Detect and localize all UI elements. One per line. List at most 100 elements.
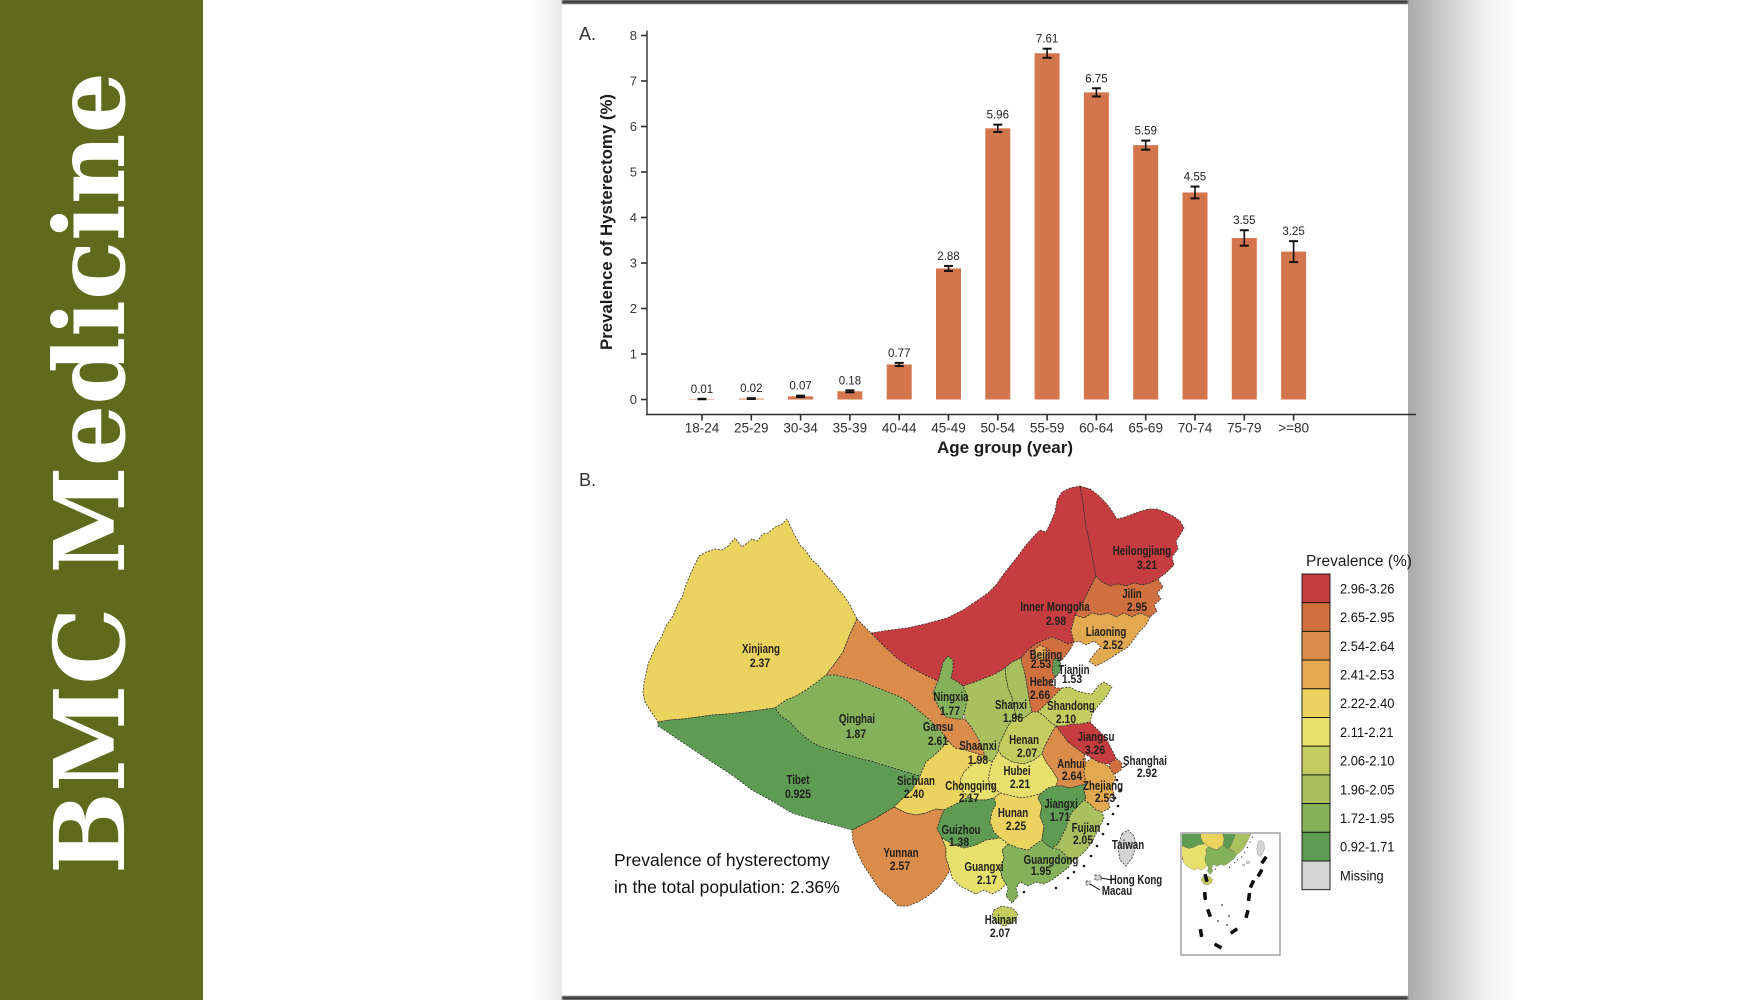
china-map-panel-b: B. Xinjiang 2.37 Tibet 0.925 Qinghai 1.87 Gansu… bbox=[579, 470, 1412, 956]
value-hainan: 2.07 bbox=[990, 928, 1010, 940]
label-beijing: Beijing bbox=[1030, 648, 1063, 662]
x-tick-label: 18-24 bbox=[685, 421, 720, 436]
province-hong-kong bbox=[1094, 874, 1102, 881]
province-beijing bbox=[1033, 644, 1049, 661]
map-legend-title: Prevalence (%) bbox=[1306, 553, 1412, 570]
value-shanxi: 1.96 bbox=[1003, 713, 1023, 725]
value-yunnan: 2.57 bbox=[890, 861, 910, 873]
legend-swatch-4 bbox=[1301, 688, 1331, 718]
coastal-islet bbox=[1116, 804, 1120, 808]
nine-dash-segment bbox=[1230, 927, 1238, 935]
bar-value-label: 3.55 bbox=[1233, 215, 1255, 227]
value-gansu: 2.61 bbox=[928, 736, 949, 748]
label-macau: Macau bbox=[1102, 884, 1132, 898]
province-fujian bbox=[1051, 799, 1105, 862]
value-beijing: 2.53 bbox=[1031, 659, 1051, 671]
value-liaoning: 2.52 bbox=[1103, 640, 1123, 652]
legend-label-1: 2.65-2.95 bbox=[1340, 609, 1395, 625]
value-hunan: 2.25 bbox=[1006, 821, 1027, 833]
legend-label-9: 0.92-1.71 bbox=[1340, 839, 1395, 855]
x-tick-label: 75-79 bbox=[1227, 421, 1262, 436]
value-zhejiang: 2.53 bbox=[1095, 793, 1115, 805]
nine-dash-segment bbox=[1213, 942, 1223, 950]
value-sichuan: 2.40 bbox=[904, 789, 924, 801]
province-tianjin bbox=[1051, 657, 1062, 678]
legend-swatch-3 bbox=[1301, 659, 1331, 690]
inset-islet bbox=[1217, 920, 1219, 922]
coastal-islet bbox=[1115, 778, 1119, 782]
nine-dash-segment bbox=[1198, 928, 1204, 938]
label-yunnan: Yunnan bbox=[883, 846, 918, 860]
x-tick-label: 35-39 bbox=[833, 421, 868, 436]
bar-value-label: 7.61 bbox=[1036, 34, 1058, 46]
label-tianjin: Tianjin bbox=[1058, 663, 1089, 677]
province-taiwan bbox=[1117, 829, 1137, 867]
label-chongqing: Chongqing bbox=[945, 779, 996, 793]
province-jilin bbox=[1074, 575, 1164, 619]
y-tick-label: 0 bbox=[630, 392, 637, 407]
label-jiangsu: Jiangsu bbox=[1078, 730, 1115, 744]
x-tick-label: 30-34 bbox=[783, 421, 818, 436]
legend-swatch-7 bbox=[1301, 774, 1331, 805]
value-inner-mongolia: 2.98 bbox=[1046, 616, 1067, 628]
label-hebei: Hebei bbox=[1030, 675, 1057, 689]
legend-label-6: 2.06-2.10 bbox=[1340, 753, 1395, 769]
y-tick-label: 5 bbox=[630, 165, 637, 180]
bar-value-label: 2.88 bbox=[937, 251, 959, 263]
coastal-islet bbox=[1089, 854, 1093, 858]
legend-label-5: 2.11-2.21 bbox=[1340, 724, 1394, 740]
nine-dash-segment bbox=[1206, 908, 1212, 918]
y-tick-label: 2 bbox=[630, 301, 637, 316]
bar-value-label: 0.18 bbox=[839, 375, 861, 387]
province-guangxi bbox=[941, 837, 1009, 895]
bar-65-69 bbox=[1133, 145, 1159, 400]
legend-swatch-8 bbox=[1301, 803, 1331, 833]
bar-value-label: 5.59 bbox=[1135, 126, 1157, 138]
value-jilin: 2.95 bbox=[1127, 602, 1148, 614]
label-shanxi: Shanxi bbox=[995, 698, 1027, 712]
value-guangdong: 1.95 bbox=[1031, 866, 1052, 878]
label-jilin: Jilin bbox=[1122, 587, 1142, 601]
bar-value-label: 3.25 bbox=[1282, 226, 1304, 238]
y-tick-label: 7 bbox=[630, 74, 637, 89]
nine-dash-segment bbox=[1260, 856, 1268, 864]
bar-55-59 bbox=[1034, 53, 1060, 400]
label-guizhou: Guizhou bbox=[942, 823, 981, 837]
journal-banner bbox=[0, 0, 203, 1000]
y-tick-label: 6 bbox=[630, 119, 637, 134]
value-shanghai: 2.92 bbox=[1137, 768, 1157, 780]
label-hubei: Hubei bbox=[1003, 764, 1030, 778]
y-tick-label: 8 bbox=[630, 28, 637, 43]
label-liaoning: Liaoning bbox=[1086, 625, 1127, 639]
y-tick-label: 4 bbox=[630, 210, 637, 225]
nine-dash-segment bbox=[1202, 891, 1208, 901]
x-tick-label: >=80 bbox=[1278, 421, 1309, 436]
value-tianjin: 1.53 bbox=[1062, 674, 1082, 686]
province-tibet bbox=[657, 707, 921, 831]
coastal-islet bbox=[1072, 870, 1076, 874]
label-taiwan: Taiwan bbox=[1112, 838, 1144, 852]
legend-swatch-9 bbox=[1301, 831, 1331, 862]
nine-dash-segment bbox=[1203, 873, 1209, 883]
label-shanghai: Shanghai bbox=[1123, 754, 1167, 768]
value-qinghai: 1.87 bbox=[846, 729, 866, 741]
province-guizhou bbox=[936, 796, 1001, 849]
label-jiangxi: Jiangxi bbox=[1044, 797, 1078, 811]
value-heilongjiang: 3.21 bbox=[1137, 560, 1158, 572]
value-shandong: 2.10 bbox=[1056, 714, 1076, 726]
value-tibet: 0.925 bbox=[785, 789, 811, 801]
province-macau bbox=[1085, 880, 1091, 886]
coastal-islet bbox=[1118, 788, 1122, 792]
value-jiangxi: 1.71 bbox=[1050, 812, 1071, 824]
map-annotation-line2: in the total population: 2.36% bbox=[614, 877, 840, 897]
nine-dash-segment bbox=[1246, 892, 1252, 902]
bar-value-label: 0.01 bbox=[691, 384, 713, 396]
value-hebei: 2.66 bbox=[1030, 690, 1050, 702]
value-xinjiang: 2.37 bbox=[750, 658, 770, 670]
inset-islet bbox=[1221, 904, 1223, 906]
label-anhui: Anhui bbox=[1057, 757, 1085, 771]
bar->=80 bbox=[1281, 251, 1307, 400]
label-hunan: Hunan bbox=[998, 806, 1028, 820]
y-tick-label: 1 bbox=[630, 347, 637, 362]
y-tick-label: 3 bbox=[630, 256, 637, 271]
